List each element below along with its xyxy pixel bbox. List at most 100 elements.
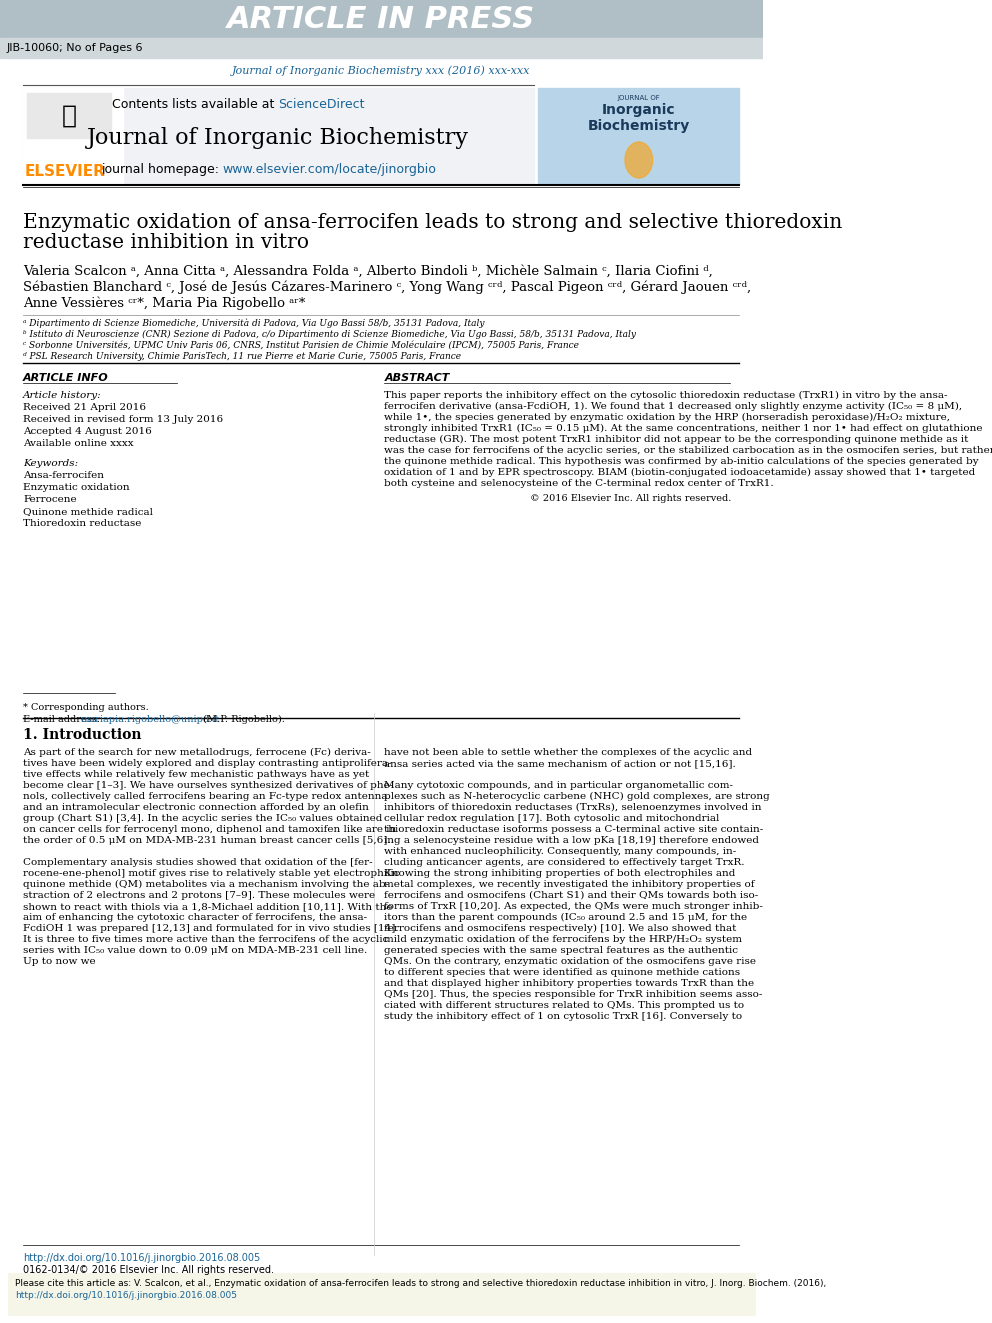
Text: both cysteine and selenocysteine of the C-terminal redox center of TrxR1.: both cysteine and selenocysteine of the … [384,479,774,488]
Text: series with IC₅₀ value down to 0.09 μM on MDA-MB-231 cell line.: series with IC₅₀ value down to 0.09 μM o… [23,946,367,955]
Text: This paper reports the inhibitory effect on the cytosolic thioredoxin reductase : This paper reports the inhibitory effect… [384,392,947,400]
Text: and an intramolecular electronic connection afforded by an olefin: and an intramolecular electronic connect… [23,803,369,812]
Text: Knowing the strong inhibiting properties of both electrophiles and: Knowing the strong inhibiting properties… [384,869,736,878]
Text: ferrocifens and osmocifens respectively) [10]. We also showed that: ferrocifens and osmocifens respectively)… [384,923,737,933]
Text: generated species with the same spectral features as the authentic: generated species with the same spectral… [384,946,738,955]
Text: cluding anticancer agents, are considered to effectively target TrxR.: cluding anticancer agents, are considere… [384,859,745,867]
Text: itors than the parent compounds (IC₅₀ around 2.5 and 15 μM, for the: itors than the parent compounds (IC₅₀ ar… [384,913,748,922]
Text: ferrocifens and osmocifens (Chart S1) and their QMs towards both iso-: ferrocifens and osmocifens (Chart S1) an… [384,890,759,900]
Text: ARTICLE INFO: ARTICLE INFO [23,373,109,382]
Text: mild enzymatic oxidation of the ferrocifens by the HRP/H₂O₂ system: mild enzymatic oxidation of the ferrocif… [384,935,742,945]
Text: straction of 2 electrons and 2 protons [7–9]. These molecules were: straction of 2 electrons and 2 protons [… [23,890,375,900]
Bar [0,38,763,58]
Text: Thioredoxin reductase: Thioredoxin reductase [23,519,142,528]
Text: on cancer cells for ferrocenyl mono, diphenol and tamoxifen like are in: on cancer cells for ferrocenyl mono, dip… [23,826,397,833]
Text: group (Chart S1) [3,4]. In the acyclic series the IC₅₀ values obtained: group (Chart S1) [3,4]. In the acyclic s… [23,814,383,823]
Text: study the inhibitory effect of 1 on cytosolic TrxR [16]. Conversely to: study the inhibitory effect of 1 on cyto… [384,1012,742,1021]
Text: Many cytotoxic compounds, and in particular organometallic com-: Many cytotoxic compounds, and in particu… [384,781,733,790]
Text: Journal of Inorganic Biochemistry xxx (2016) xxx-xxx: Journal of Inorganic Biochemistry xxx (2… [232,66,531,77]
Text: reductase (GR). The most potent TrxR1 inhibitor did not appear to be the corresp: reductase (GR). The most potent TrxR1 in… [384,435,969,445]
Text: QMs. On the contrary, enzymatic oxidation of the osmocifens gave rise: QMs. On the contrary, enzymatic oxidatio… [384,957,756,966]
Text: nols, collectively called ferrocifens bearing an Fc-type redox antenna: nols, collectively called ferrocifens be… [23,792,388,800]
Text: Accepted 4 August 2016: Accepted 4 August 2016 [23,427,152,437]
Text: www.elsevier.com/locate/jinorgbio: www.elsevier.com/locate/jinorgbio [223,164,436,176]
Text: tive effects while relatively few mechanistic pathways have as yet: tive effects while relatively few mechan… [23,770,369,779]
Text: ansa series acted via the same mechanism of action or not [15,16].: ansa series acted via the same mechanism… [384,759,736,767]
Bar [23,89,123,183]
Text: ScienceDirect: ScienceDirect [279,98,365,111]
Text: Anne Vessières ᶜʳ*, Maria Pia Rigobello ᵃʳ*: Anne Vessières ᶜʳ*, Maria Pia Rigobello … [23,296,306,311]
Text: with enhanced nucleophilicity. Consequently, many compounds, in-: with enhanced nucleophilicity. Consequen… [384,847,737,856]
Text: Up to now we: Up to now we [23,957,95,966]
Text: http://dx.doi.org/10.1016/j.jinorgbio.2016.08.005: http://dx.doi.org/10.1016/j.jinorgbio.20… [15,1291,237,1301]
Text: metal complexes, we recently investigated the inhibitory properties of: metal complexes, we recently investigate… [384,880,755,889]
Text: have not been able to settle whether the complexes of the acyclic and: have not been able to settle whether the… [384,747,753,757]
Text: Inorganic
Biochemistry: Inorganic Biochemistry [587,103,689,134]
Text: It is three to five times more active than the ferrocifens of the acyclic: It is three to five times more active th… [23,935,389,945]
Bar [27,93,111,138]
Text: plexes such as N-heterocyclic carbene (NHC) gold complexes, are strong: plexes such as N-heterocyclic carbene (N… [384,792,770,802]
Text: Sébastien Blanchard ᶜ, José de Jesús Cázares-Marinero ᶜ, Yong Wang ᶜʳᵈ, Pascal P: Sébastien Blanchard ᶜ, José de Jesús Cáz… [23,280,751,295]
Text: ELSEVIER: ELSEVIER [25,164,106,179]
Text: Ferrocene: Ferrocene [23,495,76,504]
Text: to different species that were identified as quinone methide cations: to different species that were identifie… [384,968,740,976]
Text: thioredoxin reductase isoforms possess a C-terminal active site contain-: thioredoxin reductase isoforms possess a… [384,826,764,833]
Text: 1. Introduction: 1. Introduction [23,728,142,742]
Text: ᵇ Istituto di Neuroscienze (CNR) Sezione di Padova, c/o Dipartimento di Scienze : ᵇ Istituto di Neuroscienze (CNR) Sezione… [23,329,636,339]
Text: ing a selenocysteine residue with a low pKa [18,19] therefore endowed: ing a selenocysteine residue with a low … [384,836,759,845]
Text: reductase inhibition in vitro: reductase inhibition in vitro [23,233,310,251]
Text: inhibitors of thioredoxin reductases (TrxRs), selenoenzymes involved in: inhibitors of thioredoxin reductases (Tr… [384,803,762,812]
Circle shape [625,142,653,179]
Text: become clear [1–3]. We have ourselves synthesized derivatives of phe-: become clear [1–3]. We have ourselves sy… [23,781,393,790]
Text: Article history:: Article history: [23,392,102,400]
Text: QMs [20]. Thus, the species responsible for TrxR inhibition seems asso-: QMs [20]. Thus, the species responsible … [384,990,763,999]
Text: the order of 0.5 μM on MDA-MB-231 human breast cancer cells [5,6].: the order of 0.5 μM on MDA-MB-231 human … [23,836,391,845]
Text: mariapia.rigobello@unipd.it: mariapia.rigobello@unipd.it [80,714,220,724]
Text: ᶜ Sorbonne Universités, UPMC Univ Paris 06, CNRS, Institut Parisien de Chimie Mo: ᶜ Sorbonne Universités, UPMC Univ Paris … [23,341,579,351]
Text: quinone methide (QM) metabolites via a mechanism involving the ab-: quinone methide (QM) metabolites via a m… [23,880,389,889]
Text: As part of the search for new metallodrugs, ferrocene (Fc) deriva-: As part of the search for new metallodru… [23,747,371,757]
Text: Received in revised form 13 July 2016: Received in revised form 13 July 2016 [23,415,223,423]
Text: while 1•, the species generated by enzymatic oxidation by the HRP (horseradish p: while 1•, the species generated by enzym… [384,413,950,422]
Text: http://dx.doi.org/10.1016/j.jinorgbio.2016.08.005: http://dx.doi.org/10.1016/j.jinorgbio.20… [23,1253,260,1263]
Text: Valeria Scalcon ᵃ, Anna Citta ᵃ, Alessandra Folda ᵃ, Alberto Bindoli ᵇ, Michèle : Valeria Scalcon ᵃ, Anna Citta ᵃ, Alessan… [23,265,713,278]
Bar [8,1273,755,1315]
Text: JOURNAL OF: JOURNAL OF [617,95,660,101]
Bar [23,89,535,183]
Text: ciated with different structures related to QMs. This prompted us to: ciated with different structures related… [384,1002,744,1009]
Text: © 2016 Elsevier Inc. All rights reserved.: © 2016 Elsevier Inc. All rights reserved… [531,493,732,503]
Text: ᵈ PSL Research University, Chimie ParisTech, 11 rue Pierre et Marie Curie, 75005: ᵈ PSL Research University, Chimie ParisT… [23,352,461,361]
Text: and that displayed higher inhibitory properties towards TrxR than the: and that displayed higher inhibitory pro… [384,979,755,988]
Text: ferrocifen derivative (ansa-FcdiOH, 1). We found that 1 decreased only slightly : ferrocifen derivative (ansa-FcdiOH, 1). … [384,402,962,411]
Text: Ansa-ferrocifen: Ansa-ferrocifen [23,471,104,480]
Text: tives have been widely explored and display contrasting antiprolifera-: tives have been widely explored and disp… [23,759,392,767]
Text: Available online xxxx: Available online xxxx [23,439,134,448]
Text: * Corresponding authors.: * Corresponding authors. [23,703,149,712]
Text: Received 21 April 2016: Received 21 April 2016 [23,404,146,411]
Text: strongly inhibited TrxR1 (IC₅₀ = 0.15 μM). At the same concentrations, neither 1: strongly inhibited TrxR1 (IC₅₀ = 0.15 μM… [384,423,983,433]
Text: E-mail address:: E-mail address: [23,714,103,724]
Text: aim of enhancing the cytotoxic character of ferrocifens, the ansa-: aim of enhancing the cytotoxic character… [23,913,367,922]
Text: the quinone methide radical. This hypothesis was confirmed by ab-initio calculat: the quinone methide radical. This hypoth… [384,456,979,466]
Text: ᵃ Dipartimento di Scienze Biomediche, Università di Padova, Via Ugo Bassi 58/b, : ᵃ Dipartimento di Scienze Biomediche, Un… [23,319,484,328]
Text: oxidation of 1 and by EPR spectroscopy. BIAM (biotin-conjugated iodoacetamide) a: oxidation of 1 and by EPR spectroscopy. … [384,468,975,478]
Bar [538,89,739,183]
Text: shown to react with thiols via a 1,8-Michael addition [10,11]. With the: shown to react with thiols via a 1,8-Mic… [23,902,393,912]
Text: ABSTRACT: ABSTRACT [384,373,449,382]
Text: 0162-0134/© 2016 Elsevier Inc. All rights reserved.: 0162-0134/© 2016 Elsevier Inc. All right… [23,1265,274,1275]
Text: FcdiOH 1 was prepared [12,13] and formulated for in vivo studies [14].: FcdiOH 1 was prepared [12,13] and formul… [23,923,399,933]
Text: journal homepage:: journal homepage: [101,164,223,176]
Text: forms of TrxR [10,20]. As expected, the QMs were much stronger inhib-: forms of TrxR [10,20]. As expected, the … [384,902,763,912]
Text: Journal of Inorganic Biochemistry: Journal of Inorganic Biochemistry [87,127,469,149]
Text: Please cite this article as: V. Scalcon, et al., Enzymatic oxidation of ansa-fer: Please cite this article as: V. Scalcon,… [15,1279,826,1289]
Text: Contents lists available at: Contents lists available at [112,98,279,111]
Text: Quinone methide radical: Quinone methide radical [23,507,153,516]
Text: (M.P. Rigobello).: (M.P. Rigobello). [199,714,285,724]
Text: was the case for ferrocifens of the acyclic series, or the stabilized carbocatio: was the case for ferrocifens of the acyc… [384,446,992,455]
Text: rocene-ene-phenol] motif gives rise to relatively stable yet electrophilic: rocene-ene-phenol] motif gives rise to r… [23,869,400,878]
Text: cellular redox regulation [17]. Both cytosolic and mitochondrial: cellular redox regulation [17]. Both cyt… [384,814,720,823]
Text: JIB-10060; No of Pages 6: JIB-10060; No of Pages 6 [6,44,143,53]
Text: Complementary analysis studies showed that oxidation of the [fer-: Complementary analysis studies showed th… [23,859,373,867]
Text: 🌳: 🌳 [62,105,76,128]
Text: Enzymatic oxidation: Enzymatic oxidation [23,483,130,492]
